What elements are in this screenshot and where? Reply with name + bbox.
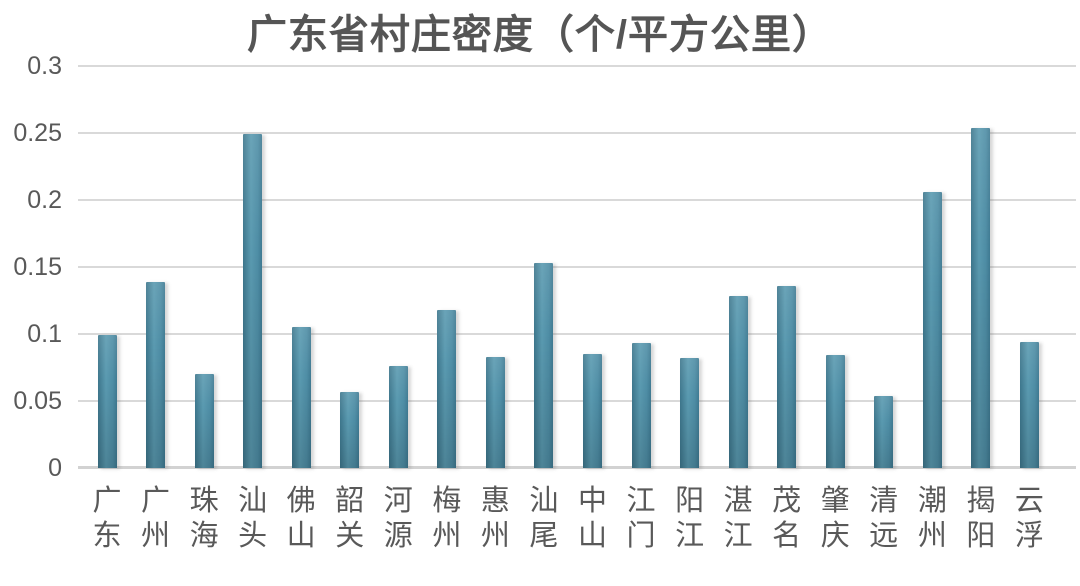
x-category-label: 清 远 — [869, 483, 899, 552]
y-tick-label: 0.3 — [27, 52, 62, 80]
x-category-label: 梅 州 — [432, 483, 462, 552]
chart-title: 广东省村庄密度（个/平方公里） — [246, 13, 834, 57]
y-tick-label: 0.25 — [13, 119, 62, 147]
x-axis-line — [78, 466, 1076, 469]
bar-广东 — [97, 335, 117, 468]
bar-汕头 — [243, 134, 263, 468]
x-axis: 广 东广 州珠 海汕 头佛 山韶 关河 源梅 州惠 州汕 尾中 山江 门阳 江湛… — [78, 483, 1076, 583]
bar-梅州 — [437, 309, 457, 468]
gridline — [78, 333, 1076, 335]
bar-茂名 — [777, 285, 797, 468]
y-tick-label: 0.05 — [13, 387, 62, 415]
gridline — [78, 400, 1076, 402]
x-category-label: 阳 江 — [675, 483, 705, 552]
bar-阳江 — [680, 358, 700, 468]
x-category-label: 茂 名 — [772, 483, 802, 552]
x-category-label: 佛 山 — [286, 483, 316, 552]
bar-惠州 — [485, 356, 505, 468]
y-tick-label: 0.2 — [27, 186, 62, 214]
x-category-label: 广 州 — [141, 483, 171, 552]
gridline — [78, 199, 1076, 201]
x-category-label: 肇 庆 — [820, 483, 850, 552]
bar-云浮 — [1019, 342, 1039, 468]
bar-中山 — [583, 354, 602, 468]
bar-汕尾 — [534, 262, 554, 468]
gridline — [78, 266, 1076, 268]
y-axis: 0 0.05 0.1 0.15 0.2 0.25 0.3 — [0, 52, 64, 482]
x-category-label: 广 东 — [92, 483, 122, 552]
bar-潮州 — [922, 191, 942, 468]
x-category-label: 河 源 — [383, 483, 413, 552]
x-category-label: 中 山 — [577, 483, 607, 552]
bar-江门 — [631, 343, 651, 468]
bar-湛江 — [728, 296, 748, 468]
bar-肇庆 — [825, 355, 845, 468]
x-category-label: 揭 阳 — [966, 483, 996, 552]
gridline — [78, 65, 1076, 67]
x-category-label: 云 浮 — [1014, 483, 1044, 552]
bar-韶关 — [340, 391, 360, 468]
gridline — [78, 132, 1076, 134]
plot-area — [78, 65, 1076, 469]
x-category-label: 汕 尾 — [529, 483, 559, 552]
bar-河源 — [388, 366, 408, 468]
x-category-label: 江 门 — [626, 483, 656, 552]
x-category-label: 潮 州 — [917, 483, 947, 552]
bar-珠海 — [194, 374, 214, 468]
y-tick-label: 0.15 — [13, 253, 62, 281]
bar-清远 — [874, 395, 894, 468]
bar-揭阳 — [971, 127, 991, 468]
x-category-label: 韶 关 — [335, 483, 365, 552]
x-category-label: 湛 江 — [723, 483, 753, 552]
x-category-label: 汕 头 — [238, 483, 268, 552]
bar-佛山 — [291, 327, 311, 468]
bar-广州 — [146, 281, 166, 468]
y-tick-label: 0.1 — [27, 320, 62, 348]
x-category-label: 珠 海 — [189, 483, 219, 552]
y-tick-label: 0 — [48, 454, 62, 482]
x-category-label: 惠 州 — [480, 483, 510, 552]
